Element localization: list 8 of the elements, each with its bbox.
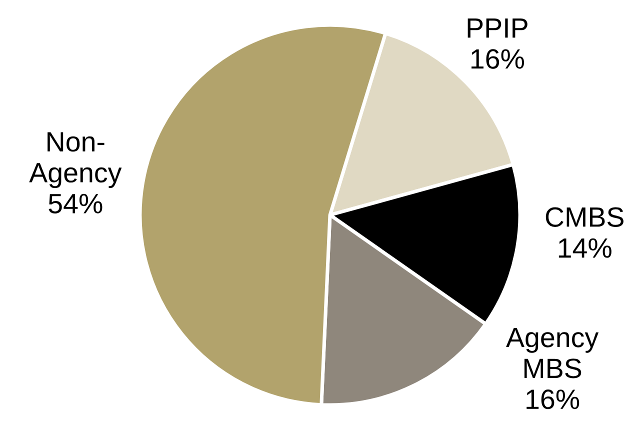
slice-label: Agency MBS (506, 328, 599, 378)
slice-label: Non- Agency (29, 132, 122, 188)
data-label: 16% (472, 49, 524, 69)
data-label: 54% (48, 194, 102, 214)
slice-label: PPIP (468, 18, 528, 38)
data-label: 16% (526, 390, 580, 410)
data-label: 14% (558, 238, 612, 258)
slice-label: CMBS (546, 207, 624, 227)
